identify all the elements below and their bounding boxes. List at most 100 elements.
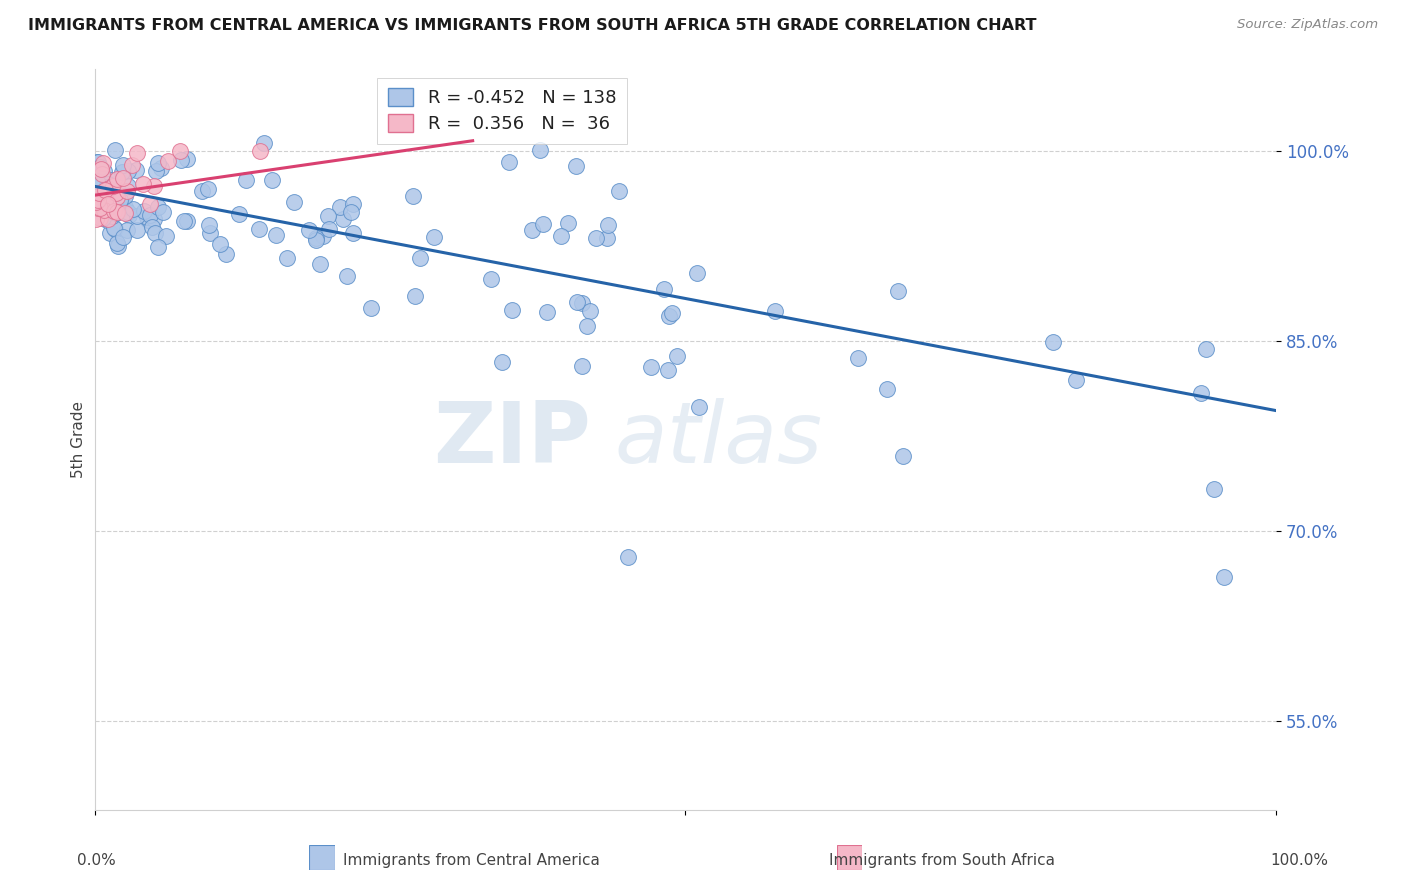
Point — [94, 194, 117, 209]
Point — [661, 306, 683, 320]
Point — [87, 186, 110, 200]
Point — [96, 212, 118, 227]
Point — [191, 184, 214, 198]
Point — [100, 198, 122, 212]
Point — [97, 182, 120, 196]
Point — [1189, 386, 1212, 401]
Point — [316, 209, 339, 223]
Point — [249, 144, 271, 158]
Point — [169, 144, 191, 158]
Point — [94, 186, 117, 201]
Point — [121, 158, 143, 172]
Point — [1212, 570, 1234, 584]
Point — [138, 208, 160, 222]
Point — [264, 227, 287, 242]
Point — [127, 209, 149, 223]
Point — [89, 201, 111, 215]
Text: Source: ZipAtlas.com: Source: ZipAtlas.com — [1237, 18, 1378, 31]
Point — [114, 200, 136, 214]
Point — [152, 204, 174, 219]
Point — [253, 136, 276, 151]
Point — [108, 193, 131, 207]
Point — [565, 294, 588, 309]
Point — [90, 161, 112, 176]
Point — [91, 211, 114, 225]
Point — [132, 204, 155, 219]
Point — [617, 550, 640, 565]
Point — [891, 449, 914, 463]
Point — [360, 301, 382, 315]
Legend: R = -0.452   N = 138, R =  0.356   N =  36: R = -0.452 N = 138, R = 0.356 N = 36 — [377, 78, 627, 144]
Point — [491, 355, 513, 369]
Point — [332, 211, 354, 226]
Point — [86, 174, 108, 188]
Point — [110, 194, 132, 208]
Text: atlas: atlas — [614, 398, 823, 481]
Point — [101, 178, 124, 193]
Point — [111, 164, 134, 178]
Point — [84, 194, 107, 208]
Point — [91, 193, 114, 207]
Point — [104, 222, 127, 236]
Point — [84, 212, 107, 227]
Point — [228, 207, 250, 221]
Point — [550, 229, 572, 244]
Point — [1064, 373, 1087, 387]
Text: 0.0%: 0.0% — [77, 854, 117, 868]
Point — [115, 185, 138, 199]
Point — [1202, 482, 1225, 496]
Point — [640, 359, 662, 374]
Point — [498, 154, 520, 169]
Point — [342, 226, 364, 240]
Point — [111, 158, 134, 172]
Point — [283, 194, 305, 209]
Point — [247, 221, 270, 235]
Point — [157, 153, 180, 168]
Point — [96, 177, 118, 191]
Point — [342, 197, 364, 211]
Point — [112, 171, 135, 186]
Point — [86, 154, 108, 169]
Text: IMMIGRANTS FROM CENTRAL AMERICA VS IMMIGRANTS FROM SOUTH AFRICA 5TH GRADE CORREL: IMMIGRANTS FROM CENTRAL AMERICA VS IMMIG… — [28, 18, 1036, 33]
Point — [595, 230, 617, 244]
Point — [876, 382, 898, 396]
Point — [114, 205, 136, 219]
Point — [654, 282, 676, 296]
Point — [146, 200, 169, 214]
Point — [118, 208, 141, 222]
Point — [578, 304, 600, 318]
Point — [125, 162, 148, 177]
Point — [87, 193, 110, 207]
Text: Immigrants from South Africa: Immigrants from South Africa — [830, 854, 1054, 868]
Point — [93, 184, 115, 198]
Point — [148, 155, 170, 169]
Point — [598, 218, 620, 232]
Point — [97, 197, 120, 211]
Point — [125, 223, 148, 237]
Point — [89, 211, 111, 226]
Point — [887, 284, 910, 298]
Point — [132, 177, 155, 191]
Point — [1042, 334, 1064, 349]
Point — [155, 229, 177, 244]
Point — [94, 199, 117, 213]
Point — [107, 185, 129, 199]
Point — [105, 190, 128, 204]
Point — [531, 217, 554, 231]
Point — [312, 229, 335, 244]
Point — [87, 155, 110, 169]
Point — [198, 218, 221, 232]
Point — [529, 143, 551, 157]
Point — [501, 302, 523, 317]
Point — [107, 239, 129, 253]
Point — [339, 204, 361, 219]
Point — [173, 214, 195, 228]
Point — [209, 237, 232, 252]
Point — [136, 210, 159, 224]
Point — [170, 153, 193, 167]
Point — [100, 173, 122, 187]
Point — [98, 226, 121, 240]
Point — [402, 189, 425, 203]
Point — [148, 240, 170, 254]
Point — [176, 152, 198, 166]
